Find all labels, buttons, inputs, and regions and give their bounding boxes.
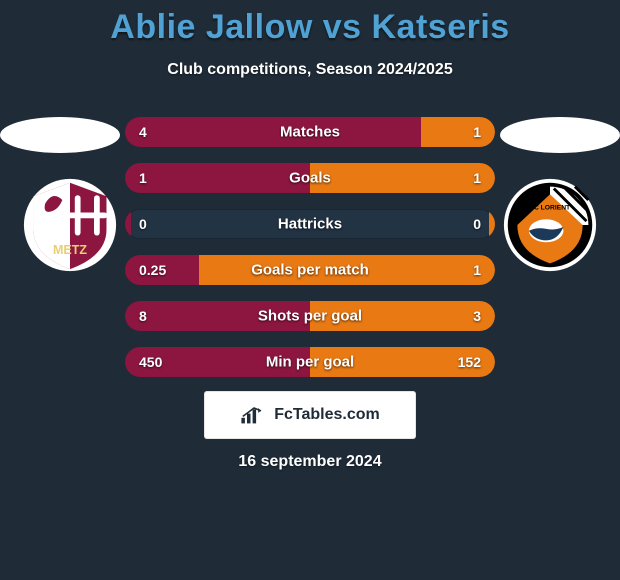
stat-row: 00Hattricks	[125, 209, 495, 239]
brand-name: FcTables.com	[274, 406, 380, 424]
stat-row: 41Matches	[125, 117, 495, 147]
content-area: METZ FC LORIENT 41Matches 11Goals 00Hattri…	[0, 117, 620, 471]
stat-row: 0.251Goals per match	[125, 255, 495, 285]
stat-label: Min per goal	[125, 354, 495, 371]
stat-label: Matches	[125, 124, 495, 141]
stats-bars: 41Matches 11Goals 00Hattricks 0.251Goals pe…	[125, 117, 495, 377]
right-ellipse-decor	[500, 117, 620, 153]
stat-label: Goals	[125, 170, 495, 187]
left-ellipse-decor	[0, 117, 120, 153]
stat-row: 83Shots per goal	[125, 301, 495, 331]
stat-label: Shots per goal	[125, 308, 495, 325]
svg-text:FC LORIENT: FC LORIENT	[530, 205, 571, 212]
lorient-shield-icon: FC LORIENT	[502, 177, 598, 273]
fctables-logo-icon	[240, 405, 268, 425]
stat-label: Goals per match	[125, 262, 495, 279]
stat-row: 450152Min per goal	[125, 347, 495, 377]
metz-shield-icon: METZ	[22, 177, 118, 273]
stat-row: 11Goals	[125, 163, 495, 193]
stat-label: Hattricks	[125, 216, 495, 233]
comparison-infographic: Ablie Jallow vs Katseris Club competitio…	[0, 0, 620, 580]
date-label: 16 september 2024	[0, 453, 620, 471]
svg-text:METZ: METZ	[53, 243, 87, 257]
left-club-logo: METZ	[22, 177, 118, 273]
page-title: Ablie Jallow vs Katseris	[0, 8, 620, 47]
right-club-logo: FC LORIENT	[502, 177, 598, 273]
subtitle: Club competitions, Season 2024/2025	[0, 61, 620, 79]
brand-footer: FcTables.com	[204, 391, 416, 439]
